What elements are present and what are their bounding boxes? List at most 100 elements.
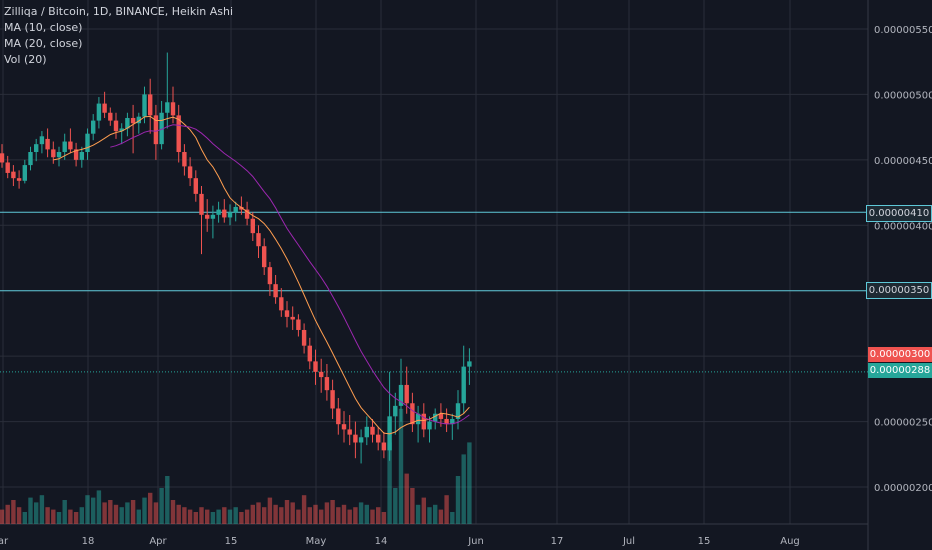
ma10-indicator-label[interactable]: MA (10, close) [4,21,83,34]
volume-indicator-label[interactable]: Vol (20) [4,53,47,66]
candle[interactable] [296,314,301,337]
candle[interactable] [165,52,170,129]
candle[interactable] [159,100,164,150]
candle[interactable] [427,416,432,443]
candle[interactable] [319,358,324,393]
candle[interactable] [22,159,27,184]
candle[interactable] [136,112,141,134]
candle[interactable] [227,204,233,226]
candle[interactable] [56,146,62,167]
candle[interactable] [376,426,381,451]
volume-bar [39,495,45,524]
candle[interactable] [256,225,261,258]
candle[interactable] [347,415,352,446]
candle[interactable] [313,349,318,385]
candle[interactable] [301,323,307,354]
candle[interactable] [387,371,392,461]
candle[interactable] [450,413,455,440]
candle[interactable] [210,205,216,239]
volume-bar [205,509,210,524]
candle[interactable] [330,379,335,419]
candle-body [256,233,261,247]
candle[interactable] [336,398,341,435]
candle[interactable] [307,337,312,370]
candle[interactable] [125,112,130,137]
candle[interactable] [199,186,204,255]
candle[interactable] [467,348,472,385]
volume-bar [56,512,62,524]
candle[interactable] [398,358,404,422]
candle[interactable] [353,421,358,459]
candle[interactable] [68,128,73,154]
candle[interactable] [113,112,119,139]
candle[interactable] [0,144,5,168]
candle[interactable] [96,97,102,129]
candle[interactable] [370,418,375,443]
volume-bar [165,476,170,524]
volume-bar [153,502,159,524]
candle[interactable] [91,114,96,141]
candle[interactable] [284,301,290,328]
candle-body [450,418,455,425]
candle[interactable] [153,104,159,160]
candle[interactable] [102,91,107,118]
candle[interactable] [45,128,50,158]
candle[interactable] [222,199,227,223]
candle[interactable] [364,416,369,446]
candle[interactable] [324,363,330,401]
candle[interactable] [182,144,187,176]
candle[interactable] [5,155,10,179]
candle[interactable] [148,78,153,134]
candle[interactable] [205,199,210,232]
volume-bar [34,502,39,524]
candle[interactable] [290,306,295,330]
price-label-current-green: 0.00000288 [868,363,932,378]
candle[interactable] [341,411,347,443]
candle[interactable] [410,392,415,433]
candle[interactable] [34,138,39,162]
candle[interactable] [433,408,438,430]
candle[interactable] [415,405,421,443]
candle-body [353,434,358,443]
candle[interactable] [187,157,193,187]
candle[interactable] [176,104,181,163]
candle[interactable] [233,201,238,222]
candle[interactable] [193,170,198,202]
candle[interactable] [279,288,284,317]
candle[interactable] [11,165,16,187]
candle-body [187,166,193,179]
candle[interactable] [393,392,398,435]
candle[interactable] [444,408,449,433]
candle[interactable] [358,429,364,464]
candle[interactable] [51,141,56,164]
candle[interactable] [130,104,136,154]
candle[interactable] [239,196,244,215]
candle[interactable] [262,238,267,276]
candle-body [398,384,404,406]
candle[interactable] [119,123,124,145]
x-tick-label: ar [0,536,9,547]
candle[interactable] [461,345,466,414]
volume-bar [347,509,352,524]
candle[interactable] [250,212,255,241]
symbol-title[interactable]: Zilliqa / Bitcoin, 1D, BINANCE, Heikin A… [4,5,234,18]
candle[interactable] [79,146,84,168]
candle[interactable] [16,170,22,189]
candle[interactable] [216,201,221,223]
ma20-indicator-label[interactable]: MA (20, close) [4,37,83,50]
candle[interactable] [381,432,387,459]
candles [0,52,472,464]
candle-body [22,165,27,181]
candle-body [56,152,62,158]
candle[interactable] [244,201,250,226]
candle[interactable] [267,261,273,296]
candle[interactable] [85,128,90,160]
candle[interactable] [108,107,113,126]
candle[interactable] [273,275,278,304]
candle-body [227,212,233,218]
candle[interactable] [73,142,79,167]
volume-bar [296,509,301,524]
candle[interactable] [28,146,33,171]
candle[interactable] [39,131,45,154]
